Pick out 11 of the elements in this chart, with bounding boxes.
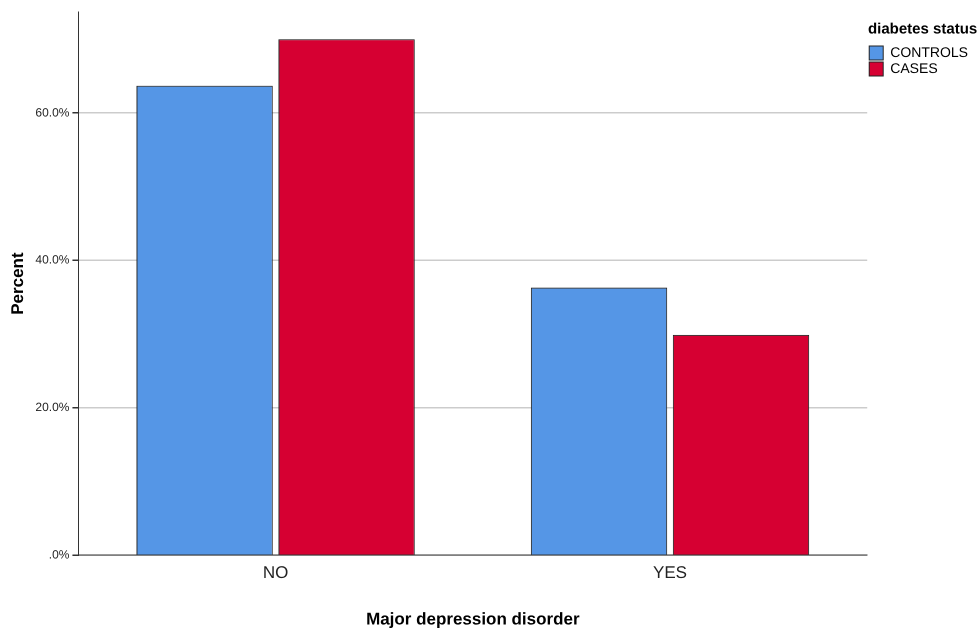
x-tick-label: NO xyxy=(262,563,288,582)
legend-label: CASES xyxy=(890,60,938,76)
y-tick-label: 20.0% xyxy=(35,400,70,414)
y-axis-title: Percent xyxy=(8,252,27,315)
x-tick-label: YES xyxy=(653,563,688,582)
x-axis-title: Major depression disorder xyxy=(366,609,580,628)
y-tick-label: 40.0% xyxy=(35,252,70,267)
y-tick-label: 60.0% xyxy=(35,105,70,120)
legend-label: CONTROLS xyxy=(890,44,968,60)
y-tick-label: .0% xyxy=(48,548,70,562)
legend-title: diabetes status xyxy=(868,20,978,38)
